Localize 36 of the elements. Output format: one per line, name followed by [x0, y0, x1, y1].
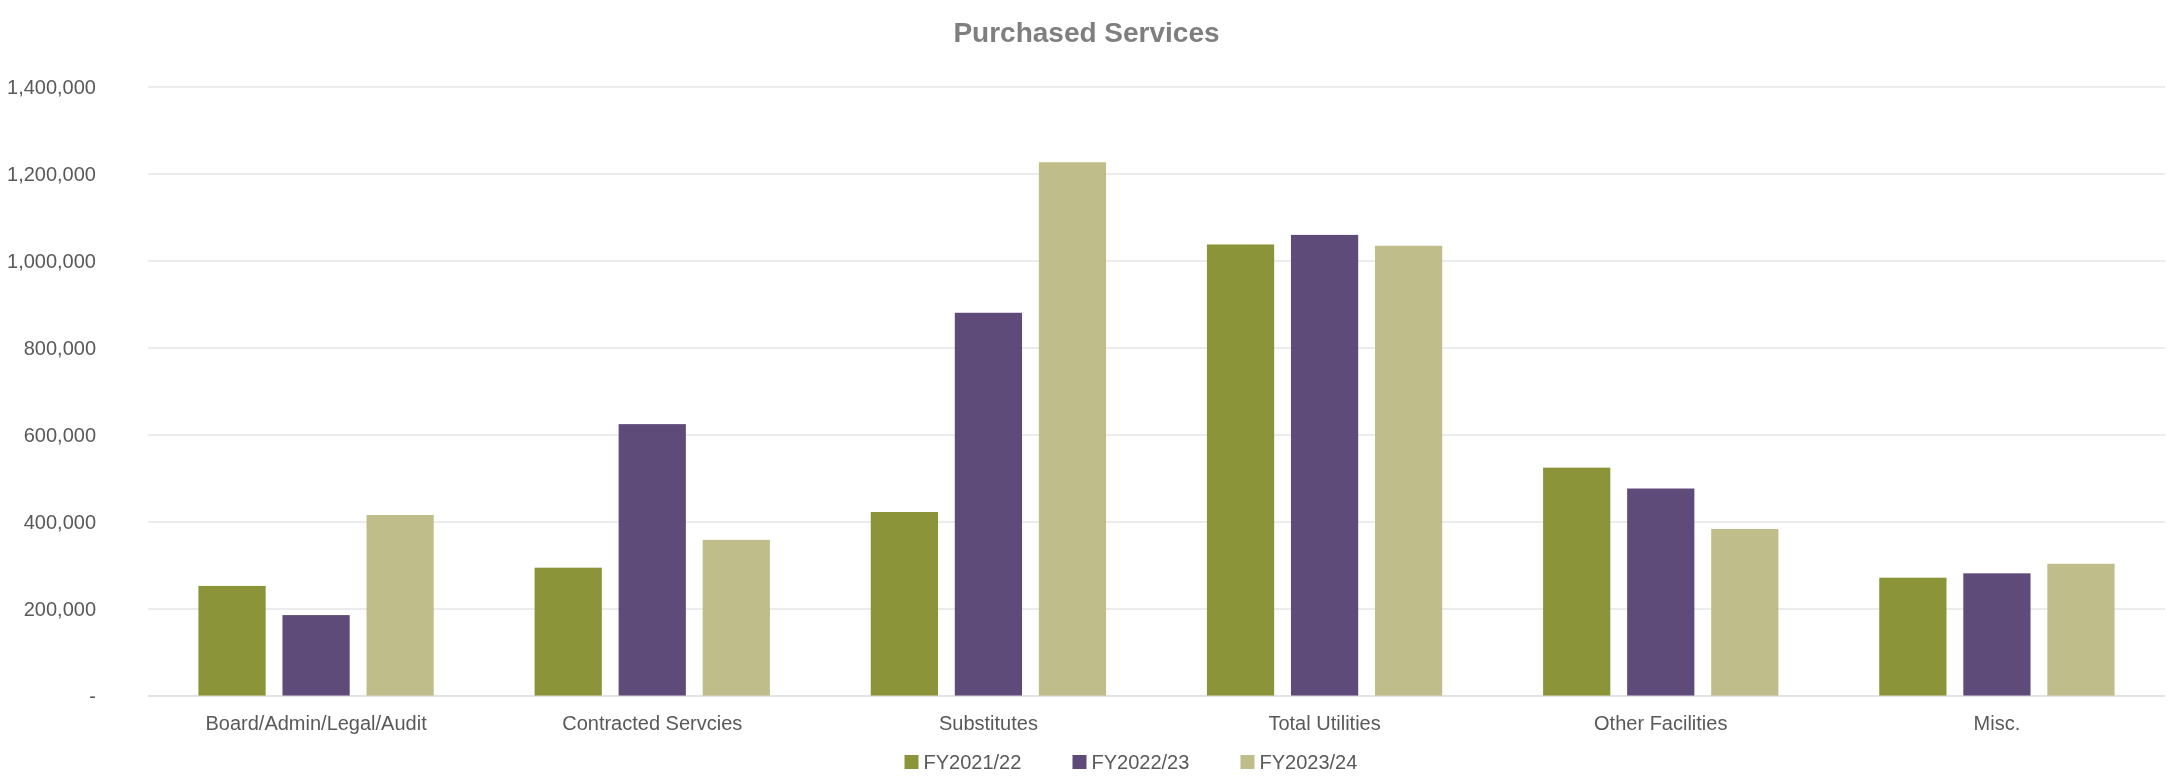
bar	[534, 567, 602, 696]
y-tick-label: 1,200,000	[7, 163, 96, 185]
bar	[2047, 563, 2115, 696]
x-tick-label: Misc.	[1973, 712, 2021, 734]
x-tick-label: Board/Admin/Legal/Audit	[205, 712, 428, 734]
y-tick-label: 1,400,000	[7, 76, 96, 98]
x-tick-label: Other Facilities	[1594, 712, 1728, 734]
bar	[954, 312, 1023, 696]
bar	[1627, 488, 1695, 696]
bar	[702, 539, 770, 696]
x-tick-label: Contracted Servcies	[562, 712, 743, 734]
bar	[1375, 245, 1443, 696]
bar	[1543, 467, 1611, 696]
bar	[1963, 573, 2031, 696]
bar	[1038, 162, 1107, 696]
y-tick-label: 600,000	[23, 424, 96, 446]
y-tick-label: 200,000	[23, 598, 96, 620]
chart-title: Purchased Services	[953, 17, 1220, 48]
y-tick-label: 800,000	[23, 337, 96, 359]
bar	[1711, 528, 1779, 696]
x-tick-label: Total Utilities	[1268, 712, 1381, 734]
legend-label: FY2023/24	[1259, 751, 1358, 773]
bar	[1290, 234, 1359, 696]
bar	[1206, 244, 1275, 696]
bar	[282, 615, 350, 696]
bar	[198, 585, 266, 696]
bar	[1879, 577, 1947, 696]
legend-label: FY2021/22	[923, 751, 1022, 773]
x-tick-label: Substitutes	[938, 712, 1038, 734]
bar	[366, 515, 434, 696]
y-tick-label: -	[89, 685, 96, 707]
y-tick-label: 400,000	[23, 511, 96, 533]
bar	[870, 512, 938, 696]
y-tick-label: 1,000,000	[7, 250, 96, 272]
legend-label: FY2022/23	[1091, 751, 1190, 773]
bar	[618, 424, 686, 696]
